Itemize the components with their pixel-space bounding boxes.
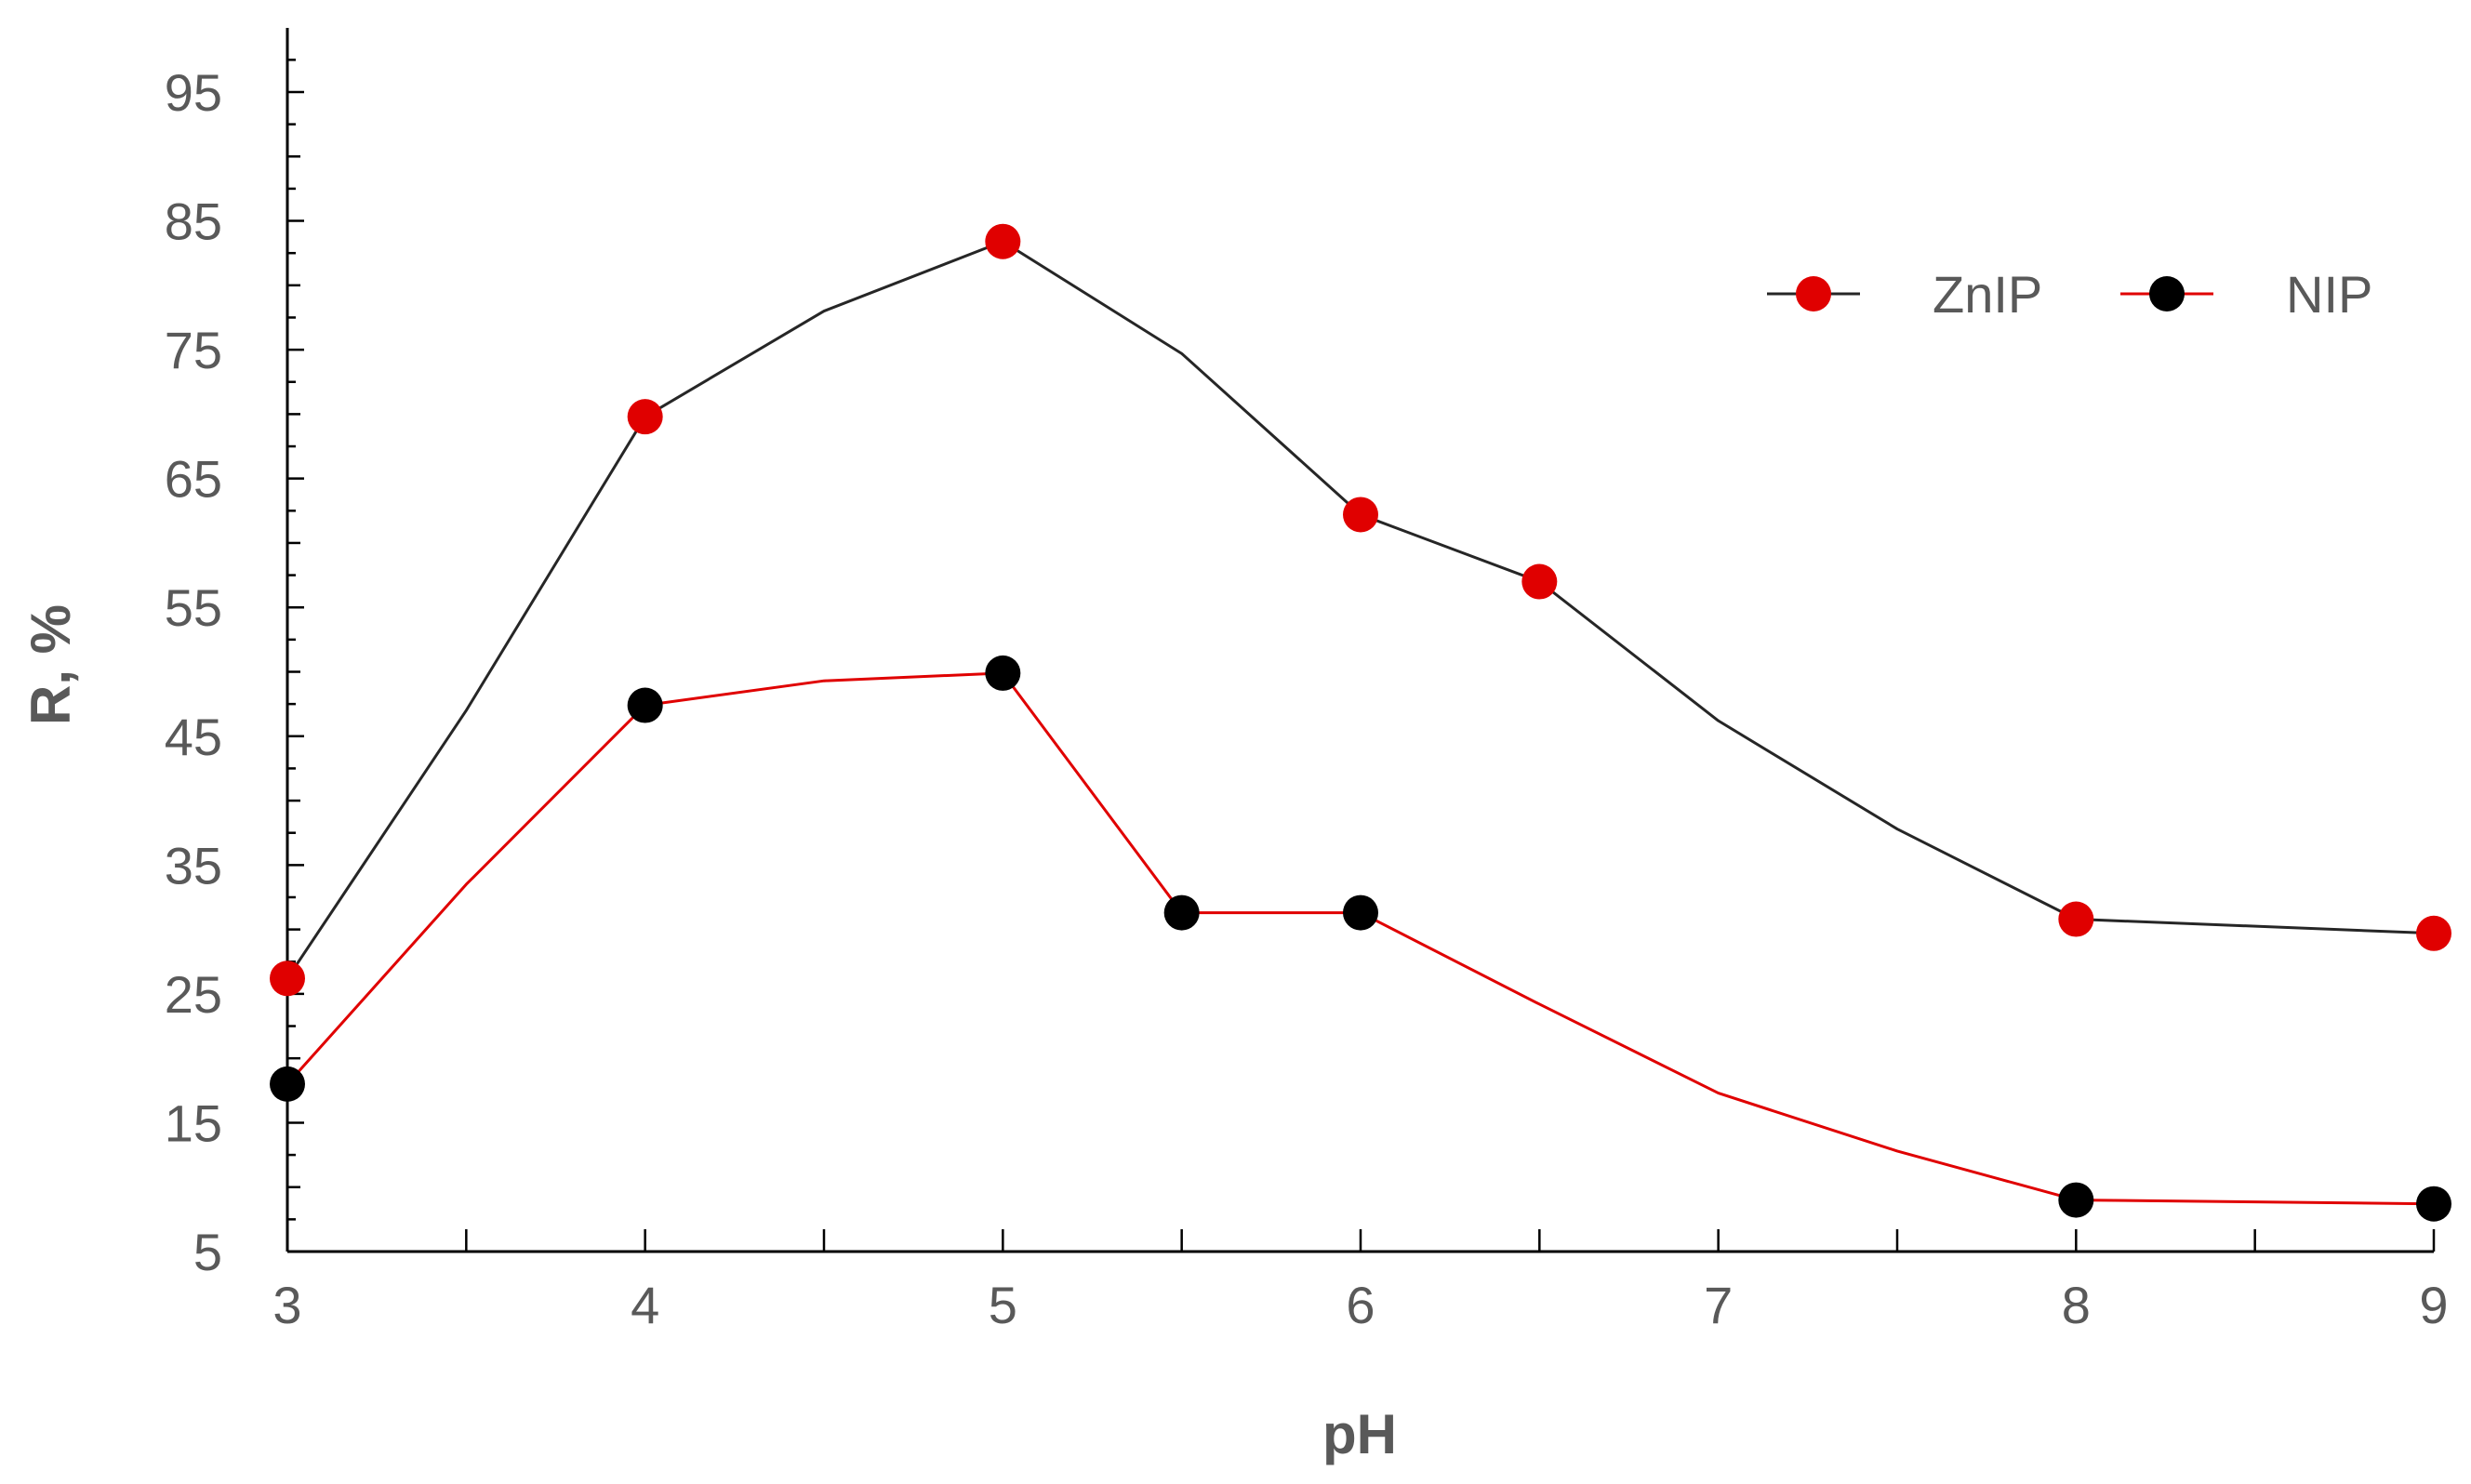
y-axis-title: R, % (20, 604, 82, 725)
legend-label: ZnIP (1933, 265, 2042, 324)
y-tick-label: 65 (165, 450, 222, 509)
znip-point (985, 223, 1021, 259)
y-tick-label: 95 (165, 63, 222, 122)
x-tick-label: 7 (1704, 1276, 1733, 1334)
znip-point (270, 961, 305, 997)
nip-point (2058, 1182, 2094, 1218)
legend-item-znip: ZnIP (1767, 265, 2042, 324)
x-tick-label: 6 (1346, 1276, 1375, 1334)
legend-marker (1796, 276, 1831, 311)
series-group (270, 223, 2451, 1222)
nip-point (985, 655, 1021, 691)
y-tick-label: 75 (165, 321, 222, 379)
y-axis-ticks: 5 15 25 35 45 55 65 75 85 95 (165, 59, 304, 1281)
y-tick-label: 85 (165, 192, 222, 251)
legend: ZnIP NIP (1767, 265, 2372, 324)
nip-point (1343, 894, 1378, 931)
legend-item-nip: NIP (2120, 265, 2372, 324)
legend-label: NIP (2286, 265, 2372, 324)
y-tick-label: 25 (165, 965, 222, 1024)
x-tick-label: 8 (2062, 1276, 2091, 1334)
y-tick-label: 45 (165, 708, 222, 766)
series-nip (270, 655, 2451, 1222)
x-tick-label: 3 (272, 1276, 301, 1334)
znip-line (286, 240, 2435, 980)
nip-point (1163, 894, 1200, 931)
y-tick-label: 15 (165, 1093, 222, 1152)
znip-point (1521, 563, 1558, 600)
x-axis-title: pH (1322, 1403, 1397, 1465)
znip-point (627, 399, 663, 435)
x-axis-ticks: 3 4 5 6 7 8 9 (272, 1229, 2449, 1334)
axes (286, 28, 2434, 1253)
y-tick-label: 35 (165, 836, 222, 894)
x-tick-label: 5 (989, 1276, 1017, 1334)
nip-line (286, 671, 2435, 1206)
y-tick-label: 55 (165, 578, 222, 637)
znip-point (2416, 915, 2451, 951)
y-tick-label: 5 (193, 1223, 222, 1281)
znip-point (2058, 901, 2094, 937)
x-tick-label: 9 (2419, 1276, 2448, 1334)
x-tick-label: 4 (631, 1276, 659, 1334)
nip-point (270, 1066, 305, 1102)
series-znip (270, 223, 2451, 997)
nip-point (627, 687, 663, 723)
znip-point (1343, 497, 1378, 533)
nip-point (2416, 1186, 2451, 1222)
legend-marker (2149, 276, 2185, 311)
